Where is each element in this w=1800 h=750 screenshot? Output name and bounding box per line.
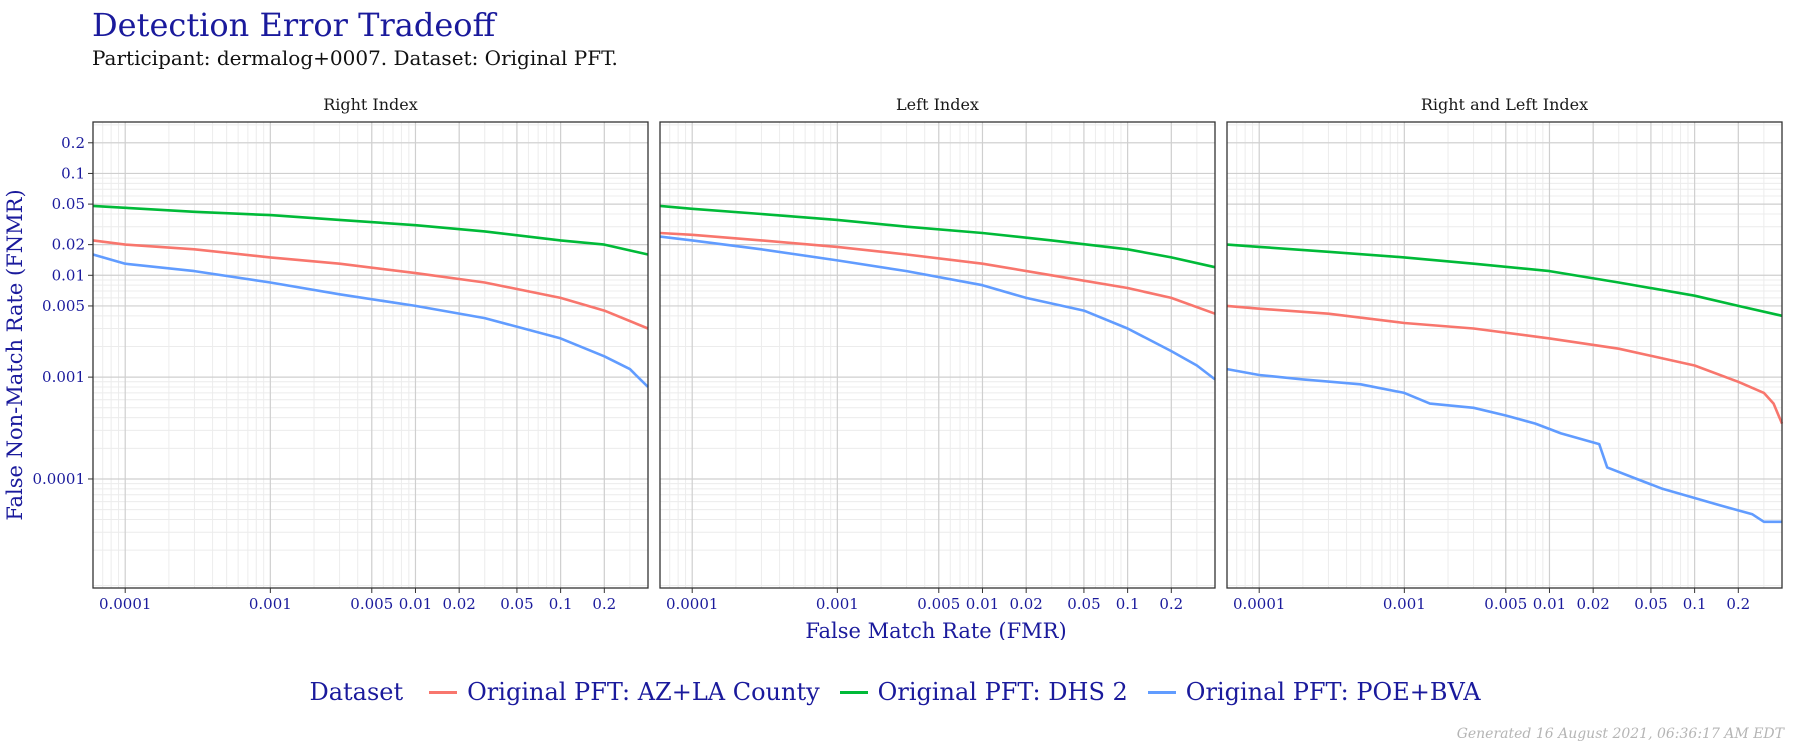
panel-background [1227,122,1782,588]
x-tick-label: 0.0001 [666,595,719,613]
x-tick-label: 0.02 [1576,595,1609,613]
x-tick-label: 0.01 [966,595,999,613]
x-tick-label: 0.1 [549,595,573,613]
x-tick-label: 0.05 [1067,595,1100,613]
series-line [92,239,649,330]
y-tick-label: 0.005 [42,297,85,315]
panel-strip-label: Right Index [323,95,418,114]
x-tick-label: 0.02 [1009,595,1042,613]
x-tick-label: 0.0001 [99,595,152,613]
legend-label: Original PFT: AZ+LA County [467,678,820,706]
det-chart: Right Index 0.0001 0.001 0.005 0.01 0.02 0.05 0… [3,95,1784,640]
y-tick-label: 0.01 [52,266,85,284]
x-tick-label: 0.01 [1533,595,1566,613]
legend-swatch [429,690,458,694]
x-tick-label: 0.01 [399,595,432,613]
y-tick-label: 0.0001 [33,470,86,488]
series-line [659,204,1216,269]
x-tick-label: 0.05 [1634,595,1667,613]
panel-border [92,121,649,589]
y-tick-label: 0.1 [61,164,85,182]
panel-strip-label: Right and Left Index [1421,95,1588,114]
x-tick-label: 0.001 [249,595,292,613]
legend-swatch [839,690,868,694]
x-tick-label: 0.001 [816,595,859,613]
x-tick-label: 0.05 [500,595,533,613]
series-line [92,253,649,388]
x-tick-label: 0.1 [1683,595,1707,613]
legend-item-az-la: Original PFT: AZ+LA County [429,678,820,706]
series-line [1226,367,1782,524]
series-line [659,235,1216,381]
panel-border [1226,121,1783,589]
y-tick-label: 0.001 [42,368,85,386]
series-line [1226,243,1783,318]
series-line [659,231,1216,315]
x-tick-label: 0.2 [1159,595,1183,613]
x-tick-label: 0.001 [1383,595,1426,613]
chart-title: Detection Error Tradeoff [92,6,496,44]
chart-subtitle: Participant: dermalog+0007. Dataset: Ori… [92,46,618,70]
y-tick-label: 0.05 [52,195,85,213]
legend: Dataset Original PFT: AZ+LA County Origi… [0,678,1800,706]
y-tick-label: 0.02 [52,236,85,254]
y-axis-label: False Non-Match Rate (FNMR) [3,189,27,520]
legend-item-poe-bva: Original PFT: POE+BVA [1147,678,1481,706]
panel-border [659,121,1216,589]
x-tick-label: 0.2 [1726,595,1750,613]
series-line [92,204,649,256]
x-tick-label: 0.2 [592,595,616,613]
panel-background [93,122,648,588]
panel-strip-label: Left Index [896,95,979,114]
legend-title: Dataset [309,678,404,706]
x-tick-label: 0.0001 [1233,595,1286,613]
x-axis-label: False Match Rate (FMR) [805,619,1066,640]
x-tick-label: 0.005 [917,595,960,613]
generated-timestamp: Generated 16 August 2021, 06:36:17 AM ED… [1456,726,1784,742]
x-tick-label: 0.1 [1116,595,1140,613]
x-tick-label: 0.02 [442,595,475,613]
legend-item-dhs2: Original PFT: DHS 2 [839,678,1128,706]
legend-swatch [1147,690,1176,694]
panel-background [660,122,1215,588]
legend-label: Original PFT: POE+BVA [1185,678,1481,706]
x-tick-label: 0.005 [350,595,393,613]
x-tick-label: 0.005 [1484,595,1527,613]
legend-label: Original PFT: DHS 2 [877,678,1128,706]
series-line [1226,304,1784,425]
y-tick-label: 0.2 [61,134,85,152]
